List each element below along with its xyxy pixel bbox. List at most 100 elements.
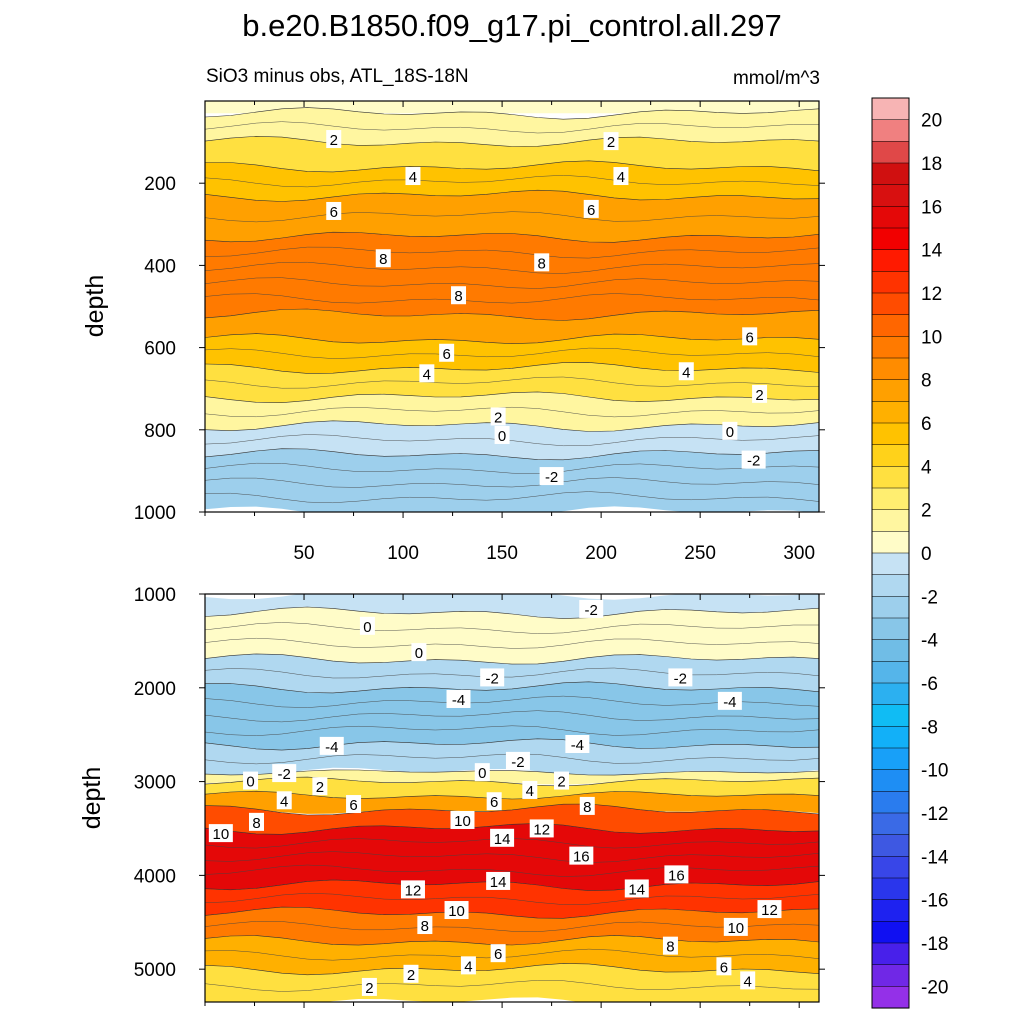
contour-label-bg (554, 771, 570, 790)
contour-label-bg (722, 421, 738, 440)
contour-line (205, 980, 819, 992)
colorbar-box (871, 509, 910, 532)
colorbar-label: 6 (921, 414, 932, 435)
contour-label-text: 2 (365, 980, 373, 997)
lower-panel-contours (205, 606, 819, 992)
colorbar-box (871, 899, 910, 922)
contour-label-bg (403, 964, 419, 983)
contour-label: 2 (312, 777, 328, 796)
contour-label-text: 0 (478, 765, 486, 782)
contour-label-bg (583, 199, 599, 218)
contour-label-text: 2 (316, 779, 324, 796)
contour-label: -2 (480, 668, 505, 687)
contour-label-bg (490, 407, 506, 426)
colorbar-box (871, 444, 910, 467)
colorbar-label: -20 (921, 977, 948, 998)
contour-label: 16 (569, 846, 594, 866)
contour-line (205, 681, 819, 694)
x-tick-label: 250 (684, 543, 716, 564)
contour-label-text: -4 (452, 692, 465, 709)
contour-label-text: 0 (415, 645, 423, 662)
contour-line (205, 246, 819, 259)
contour-label: -4 (565, 735, 590, 754)
colorbar-label: -16 (921, 891, 948, 912)
contour-label: 6 (742, 327, 758, 346)
contour-label: 4 (740, 971, 756, 990)
contour-line (205, 491, 819, 504)
contour-label-text: 12 (761, 902, 778, 919)
contour-label-bg (741, 450, 766, 469)
colorbar-label: 12 (921, 284, 942, 305)
colorbar-box (871, 292, 910, 316)
contour-label: 6 (583, 199, 599, 219)
contour-band (205, 160, 819, 202)
colorbar-box (871, 682, 910, 706)
y-tick-label: 800 (144, 421, 176, 442)
contour-line (205, 851, 819, 863)
contour-label-text: -4 (723, 694, 736, 711)
contour-label: 4 (460, 956, 476, 975)
contour-line (205, 347, 819, 359)
contour-label-bg (208, 824, 233, 843)
contour-line (205, 823, 819, 835)
contour-label-bg (480, 668, 505, 687)
contour-label-text: 4 (409, 169, 417, 186)
panel-subtitle: SiO3 minus obs, ATL_18S-18N (206, 66, 469, 87)
contour-label-text: -4 (571, 737, 584, 754)
x-tick-label: 200 (585, 543, 617, 564)
contour-label-bg (742, 327, 758, 346)
contour-label-bg (359, 616, 375, 635)
contour-label-text: 8 (454, 288, 462, 305)
contour-line (205, 667, 819, 679)
contour-line (205, 864, 819, 877)
contour-label: 6 (346, 795, 362, 814)
contour-label-bg (451, 286, 467, 305)
colorbar-box (871, 206, 910, 229)
contour-label-text: -2 (585, 602, 598, 619)
colorbar-label: -6 (921, 674, 938, 695)
contour-label-bg (668, 668, 693, 687)
contour-label: -2 (272, 764, 297, 783)
contour-label-text: 6 (587, 202, 595, 219)
contour-label-text: 6 (494, 946, 502, 963)
contour-label-bg (723, 917, 748, 936)
contour-label: 8 (662, 936, 678, 956)
colorbar-label: 10 (921, 327, 942, 348)
contour-label-bg (613, 167, 629, 186)
contour-label-bg (439, 343, 455, 362)
contour-label: 6 (716, 957, 732, 976)
contour-label: -2 (579, 599, 604, 619)
contour-label-bg (460, 956, 476, 975)
colorbar-box (871, 422, 910, 446)
contour-label-bg (505, 751, 530, 770)
y-tick-label: 400 (144, 256, 176, 277)
y-tick-label: 3000 (134, 773, 176, 794)
contour-label-text: 0 (726, 424, 734, 441)
colorbar-box (871, 141, 910, 164)
contour-label-bg (419, 364, 435, 383)
colorbar-box (871, 769, 910, 792)
contour-label-bg (662, 936, 678, 955)
y-tick-label: 4000 (134, 866, 176, 887)
contour-band (205, 907, 819, 946)
contour-band (205, 107, 819, 147)
contour-line (205, 406, 819, 418)
contour-label-bg (446, 689, 471, 708)
contour-label-text: 16 (573, 849, 590, 866)
contour-label-bg (522, 780, 538, 799)
contour-label-text: 8 (252, 815, 260, 832)
contour-label-bg (490, 944, 506, 963)
contour-label: -2 (539, 467, 564, 486)
contour-label: 0 (722, 421, 738, 441)
contour-line (205, 391, 819, 404)
contour-label-bg (400, 880, 425, 899)
contour-band (205, 190, 819, 243)
contour-label: 0 (474, 763, 490, 782)
contour-line (205, 622, 819, 634)
contour-label-bg (276, 791, 292, 810)
contour-line (205, 790, 819, 800)
contour-line (205, 175, 819, 188)
